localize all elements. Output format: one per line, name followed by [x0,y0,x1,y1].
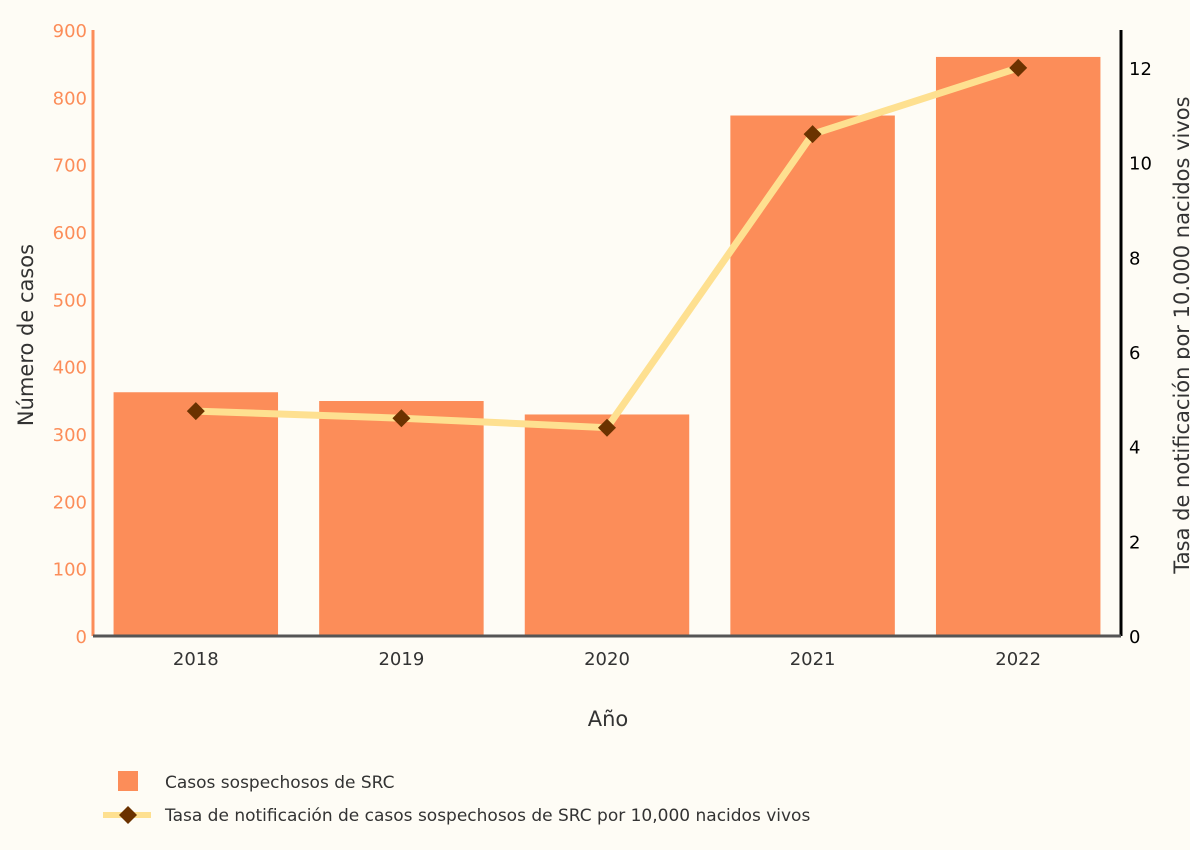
y-tick-left-500: 500 [53,290,87,311]
x-tick-2021: 2021 [790,649,836,670]
y-tick-left-900: 900 [53,21,87,42]
rate-point-2020 [598,418,616,437]
legend-bar-swatch [118,771,138,791]
rate-point-2018 [186,402,205,421]
y-tick-left-100: 100 [53,560,87,581]
legend-line-marker-icon [119,806,137,824]
x-tick-2019: 2019 [378,649,424,670]
y-tick-right-0: 0 [1129,627,1140,648]
rate-point-2021 [803,125,822,144]
y-tick-left-200: 200 [53,492,87,513]
bar-2019 [319,401,484,636]
bar-2022 [935,56,1101,636]
y-tick-right-4: 4 [1129,438,1140,459]
rate-point-2019 [392,409,411,428]
y-tick-left-0: 0 [76,627,87,648]
y-tick-right-6: 6 [1129,343,1140,364]
rate-line-layer [186,58,1028,437]
legend: Casos sospechosos de SRC Tasa de notific… [103,771,810,826]
x-tick-2022: 2022 [995,649,1041,670]
y-axis-title-right: Tasa de notificación por 10.000 nacidos … [1170,96,1190,574]
bar-2020 [524,414,690,636]
y-axis-title-left: Número de casos [14,244,38,426]
y-tick-right-12: 12 [1129,59,1152,80]
y-tick-left-800: 800 [53,88,87,109]
y-tick-right-10: 10 [1129,154,1152,175]
rate-line [192,64,1022,432]
x-axis-title: Año [588,707,629,731]
y-tick-left-600: 600 [53,223,87,244]
bar-2021 [730,115,895,637]
y-tick-left-700: 700 [53,156,87,177]
bars-layer [113,56,1101,637]
x-tick-2018: 2018 [173,649,219,670]
y-tick-right-8: 8 [1129,248,1140,269]
legend-line-label: Tasa de notificación de casos sospechoso… [164,806,810,826]
y-tick-left-300: 300 [53,425,87,446]
y-tick-left-400: 400 [53,358,87,379]
bar-2018 [113,392,279,636]
x-tick-2020: 2020 [584,649,630,670]
legend-bar-label: Casos sospechosos de SRC [165,773,395,793]
rate-point-2022 [1009,58,1028,77]
y-tick-right-2: 2 [1129,532,1140,553]
axes-layer: 0 100 200 300 400 500 600 700 800 900 0 2 4 6 8 10 12 201… [53,21,1152,670]
